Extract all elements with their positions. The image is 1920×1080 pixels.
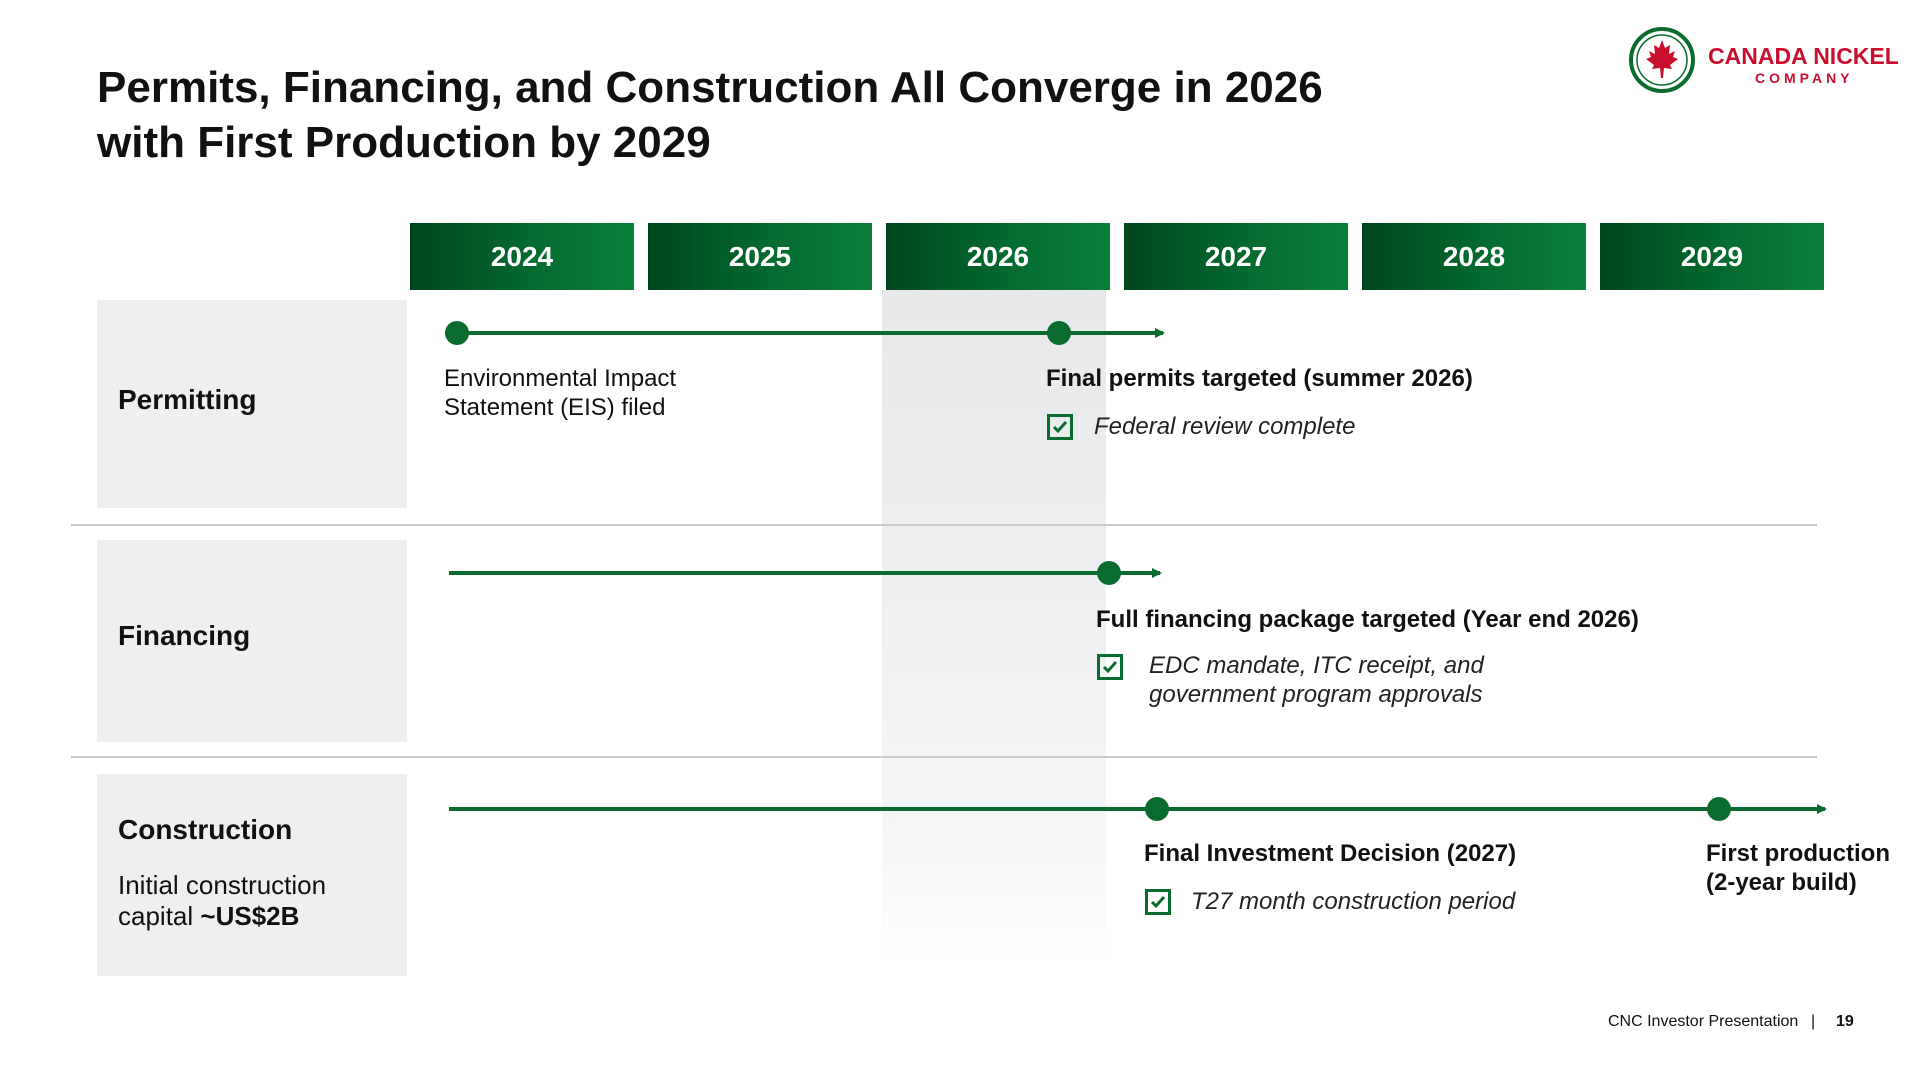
first-production-line-2: (2-year build) (1706, 869, 1857, 896)
construction-label: Construction (118, 814, 293, 845)
eis-line-1: Environmental Impact (444, 365, 677, 392)
year-header-2025: 2025 (648, 223, 872, 290)
year-header-2027: 2027 (1124, 223, 1348, 290)
financing-label: Financing (118, 620, 251, 651)
final-permits-text: Final permits targeted (summer 2026) (1046, 365, 1473, 392)
year-header-2024: 2024 (410, 223, 634, 290)
edc-approvals-text: EDC mandate, ITC receipt, and government… (1149, 651, 1484, 709)
permitting-label: Permitting (118, 384, 257, 415)
checkbox-checked-icon (1145, 889, 1171, 915)
federal-review-text: Federal review complete (1094, 413, 1356, 440)
eis-filed-text: Environmental Impact Statement (EIS) fil… (444, 364, 676, 422)
eis-filed-dot (445, 321, 469, 345)
first-production-line-1: First production (1706, 840, 1890, 867)
company-logo: CANADA NICKEL COMPANY (1628, 26, 1899, 96)
year-header-2029: 2029 (1600, 223, 1824, 290)
fid-dot (1145, 797, 1169, 821)
edc-line-1: EDC mandate, ITC receipt, and (1149, 652, 1484, 679)
capital-note-line-2-prefix: capital (118, 901, 201, 931)
footer-text: CNC Investor Presentation (1608, 1013, 1799, 1030)
logo-subtitle: COMPANY (1755, 70, 1854, 86)
construction-row-box: Construction Initial construction capita… (97, 774, 407, 976)
first-production-text: First production (2-year build) (1706, 839, 1890, 897)
title-line-1: Permits, Financing, and Construction All… (97, 63, 1323, 112)
page-title: Permits, Financing, and Construction All… (97, 60, 1323, 170)
checkbox-checked-icon (1047, 414, 1073, 440)
final-permits-dot (1047, 321, 1071, 345)
construction-capital-note: Initial construction capital ~US$2B (118, 870, 326, 932)
title-line-2: with First Production by 2029 (97, 118, 711, 167)
maple-leaf-icon (1629, 27, 1695, 93)
fid-text: Final Investment Decision (2027) (1144, 840, 1517, 867)
year-highlight-column (882, 290, 1106, 965)
financing-package-text: Full financing package targeted (Year en… (1096, 606, 1639, 633)
edc-line-2: government program approvals (1149, 681, 1483, 708)
row-divider (71, 524, 1817, 526)
checkbox-checked-icon (1097, 654, 1123, 680)
row-divider (71, 756, 1817, 758)
footer-separator: | (1811, 1013, 1816, 1030)
first-production-dot (1707, 797, 1731, 821)
year-header-2028: 2028 (1362, 223, 1586, 290)
eis-line-2: Statement (EIS) filed (444, 394, 666, 421)
capital-note-line-1: Initial construction (118, 870, 327, 900)
financing-package-dot (1097, 561, 1121, 585)
construction-period-text: T27 month construction period (1191, 888, 1516, 915)
capital-note-amount: ~US$2B (200, 901, 300, 931)
year-header-2026: 2026 (886, 223, 1110, 290)
page-number: 19 (1836, 1013, 1854, 1030)
logo-name: CANADA NICKEL (1708, 43, 1899, 69)
financing-row-box: Financing (97, 540, 407, 742)
permitting-row-box: Permitting (97, 300, 407, 508)
